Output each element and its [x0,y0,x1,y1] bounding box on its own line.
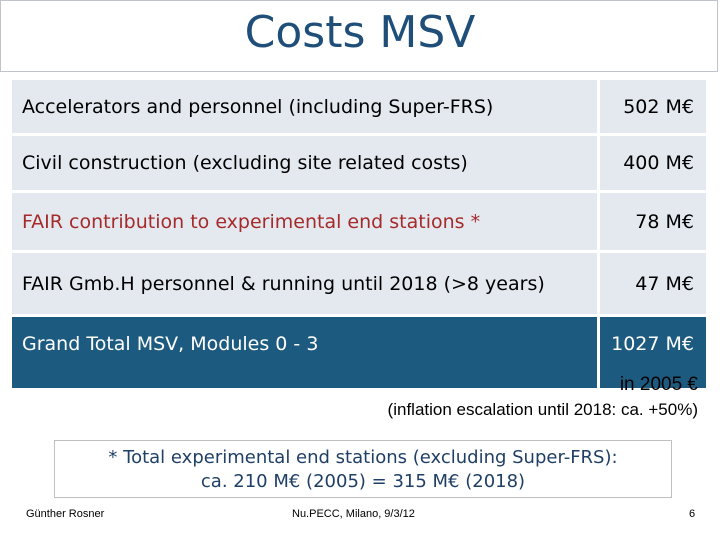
slide-title: Costs MSV [244,7,476,58]
cost-table: Accelerators and personnel (including Su… [12,80,706,388]
row-value: 78 M€ [598,191,706,253]
footer-author: Günther Rosner [26,508,105,520]
footnote-box: * Total experimental end stations (exclu… [54,440,672,498]
total-row: Grand Total MSV, Modules 0 - 3 1027 M€ [12,315,706,388]
inflation-note: (inflation escalation until 2018: ca. +5… [387,400,698,419]
row-label: Accelerators and personnel (including Su… [12,80,600,136]
total-value: 1027 M€ [598,315,706,388]
footer-event: Nu.PECC, Milano, 9/3/12 [292,508,415,520]
table-row: FAIR contribution to experimental end st… [12,191,706,253]
currency-year-note: in 2005 € [619,374,698,395]
footnote-line-1: * Total experimental end stations (exclu… [108,447,618,468]
row-value: 47 M€ [598,251,706,317]
footnote-line-2: ca. 210 M€ (2005) = 315 M€ (2018) [200,471,526,492]
row-label: FAIR contribution to experimental end st… [12,191,600,253]
table-row: Accelerators and personnel (including Su… [12,80,706,136]
row-value: 400 M€ [598,134,706,193]
table-row: Civil construction (excluding site relat… [12,134,706,193]
row-label: Civil construction (excluding site relat… [12,134,600,193]
table-row: FAIR Gmb.H personnel & running until 201… [12,251,706,317]
title-box: Costs MSV [0,0,718,72]
page-number: 6 [689,508,696,520]
row-value: 502 M€ [598,80,706,136]
row-label: FAIR Gmb.H personnel & running until 201… [12,251,600,317]
total-label: Grand Total MSV, Modules 0 - 3 [12,315,600,388]
